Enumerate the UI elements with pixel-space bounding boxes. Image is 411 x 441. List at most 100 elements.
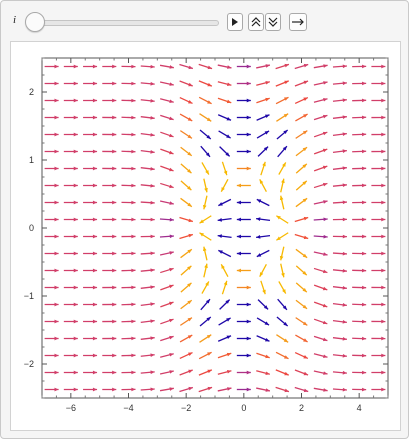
play-button[interactable] [227,13,243,31]
field-arrow [259,264,267,277]
field-arrow [256,198,270,207]
field-arrow [102,64,117,69]
field-arrow [217,352,232,359]
x-tick-label: −6 [66,403,76,413]
field-arrow [102,98,117,103]
field-arrow [332,149,347,154]
field-arrow [280,263,285,278]
slower-button[interactable] [265,13,281,31]
parameter-slider-track[interactable] [31,20,219,26]
field-arrow [294,233,309,240]
field-arrow [313,335,328,342]
field-arrow [160,301,174,308]
field-arrow [140,167,155,171]
x-tick-label: 0 [241,403,246,413]
field-arrow [83,98,98,103]
field-arrow [217,234,232,239]
field-arrow [102,285,117,290]
field-arrow [102,183,117,188]
field-arrow [83,217,98,222]
field-arrow [221,161,228,176]
field-arrow [294,80,309,87]
field-arrow [236,353,251,358]
field-arrow [371,166,386,171]
field-arrow [180,248,193,259]
field-arrow [140,116,155,120]
field-arrow [256,114,270,121]
field-arrow [63,319,78,324]
field-arrow [102,149,117,154]
field-arrow [159,81,174,86]
field-arrow [352,217,367,222]
field-arrow [140,353,155,358]
faster-button[interactable] [248,13,264,31]
field-arrow [352,115,367,120]
field-arrow [203,263,208,278]
field-arrow [275,80,289,87]
direction-button[interactable] [289,13,307,31]
field-arrow [295,146,308,157]
field-arrow [83,183,98,188]
parameter-slider-thumb[interactable] [25,12,45,32]
field-arrow [63,302,78,307]
field-arrow [256,234,271,239]
field-arrow [371,98,386,103]
field-arrow [294,63,309,70]
field-arrow [140,319,155,324]
field-arrow [236,319,251,324]
field-arrow [160,318,174,325]
field-arrow [295,299,308,310]
field-arrow [332,353,347,358]
field-arrow [236,251,251,256]
field-arrow [352,268,367,273]
field-arrow [83,387,98,392]
field-arrow [179,130,193,139]
field-arrow [44,166,59,171]
field-arrow [236,336,251,341]
field-arrow [63,183,78,188]
field-arrow [199,129,212,140]
field-arrow [83,64,98,69]
field-arrow [236,268,251,273]
field-arrow [332,370,347,375]
plot-frame-border [41,57,389,399]
field-arrow [159,251,174,256]
field-arrow [371,149,386,154]
field-arrow [371,81,386,86]
field-arrow [160,148,174,155]
field-arrow [121,132,136,137]
field-arrow [279,246,285,261]
field-arrow [180,299,193,310]
field-arrow [160,352,174,358]
field-arrow [179,386,194,393]
field-arrow [332,234,347,239]
y-tick-label: 0 [29,223,34,233]
field-arrow [256,352,270,359]
field-arrow [295,113,308,122]
field-arrow [295,180,308,191]
field-arrow [278,162,287,175]
field-arrow [83,319,98,324]
field-arrow [44,319,59,324]
controls-bar: i [1,1,410,41]
field-arrow [44,387,59,392]
field-arrow [352,336,367,341]
field-arrow [275,386,290,393]
field-arrow [217,369,232,375]
field-arrow [180,180,192,191]
arrow-right-icon [292,18,304,26]
field-arrow [199,215,212,224]
field-arrow [257,299,269,310]
field-arrow [198,63,213,70]
field-arrow [313,131,328,138]
field-arrow [44,234,59,239]
field-arrow [199,316,212,327]
field-arrow [256,64,271,69]
field-arrow [352,183,367,188]
field-arrow [83,234,98,239]
field-arrow [160,98,174,104]
field-arrow [295,130,308,139]
field-arrow [352,234,367,239]
field-arrow [63,251,78,256]
field-arrow [44,353,59,358]
